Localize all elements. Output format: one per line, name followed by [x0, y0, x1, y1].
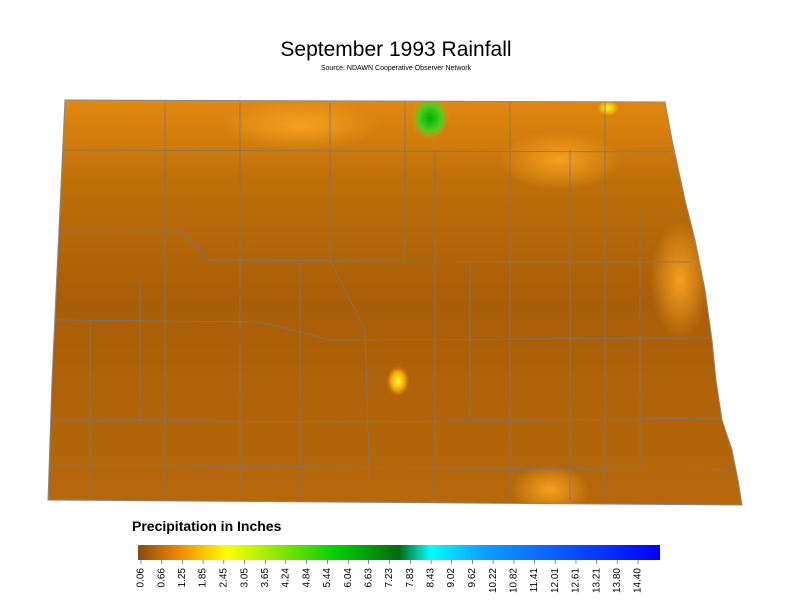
tick-label: 0.66: [156, 568, 167, 588]
tick-label: 1.25: [177, 568, 188, 588]
rain-hotspot: [410, 100, 450, 140]
tick-label: 5.44: [322, 568, 333, 588]
state-border: [47, 99, 743, 506]
tick-label: 2.45: [218, 568, 229, 588]
tick-label: 10.22: [488, 568, 499, 593]
color-scale: [138, 545, 660, 560]
rain-hotspot: [386, 365, 410, 397]
tick-label: 4.84: [301, 568, 312, 588]
county-lines: [49, 102, 741, 501]
map-subtitle: Source: NDAWN Cooperative Observer Netwo…: [321, 65, 472, 72]
rain-hotspot: [594, 100, 622, 118]
tick-label: 1.85: [198, 568, 209, 588]
tick-label: 6.63: [363, 568, 374, 588]
tick-label: 9.62: [467, 568, 478, 588]
map-title: September 1993 Rainfall: [280, 38, 511, 61]
tick-label: 6.04: [343, 568, 354, 588]
tick-label: 7.83: [405, 568, 416, 588]
tick-label: 12.01: [550, 568, 561, 593]
tick-label: 3.65: [260, 568, 271, 588]
rain-area: [510, 465, 590, 505]
legend-ticks: 0.06 0.66 1.25 1.85 2.45 3.05 3.65 4.24 4.84 5.44…: [136, 560, 644, 593]
legend-title: Precipitation in Inches: [132, 518, 282, 534]
tick-label: 8.43: [426, 568, 437, 588]
rain-area: [650, 220, 710, 340]
tick-label: 3.05: [239, 568, 250, 588]
tick-label: 14.40: [633, 568, 644, 593]
rainfall-surface: [48, 100, 742, 505]
tick-label: 12.61: [571, 568, 582, 593]
tick-label: 10.82: [509, 568, 520, 593]
tick-label: 4.24: [281, 568, 292, 588]
rain-area: [500, 130, 620, 190]
tick-label: 0.06: [136, 568, 147, 588]
tick-label: 13.80: [612, 568, 623, 593]
state-map: [48, 100, 742, 505]
tick-label: 7.23: [384, 568, 395, 588]
tick-label: 11.41: [529, 568, 540, 593]
tick-label: 13.21: [591, 568, 602, 593]
tick-label: 9.02: [446, 568, 457, 588]
rain-area: [220, 100, 380, 150]
